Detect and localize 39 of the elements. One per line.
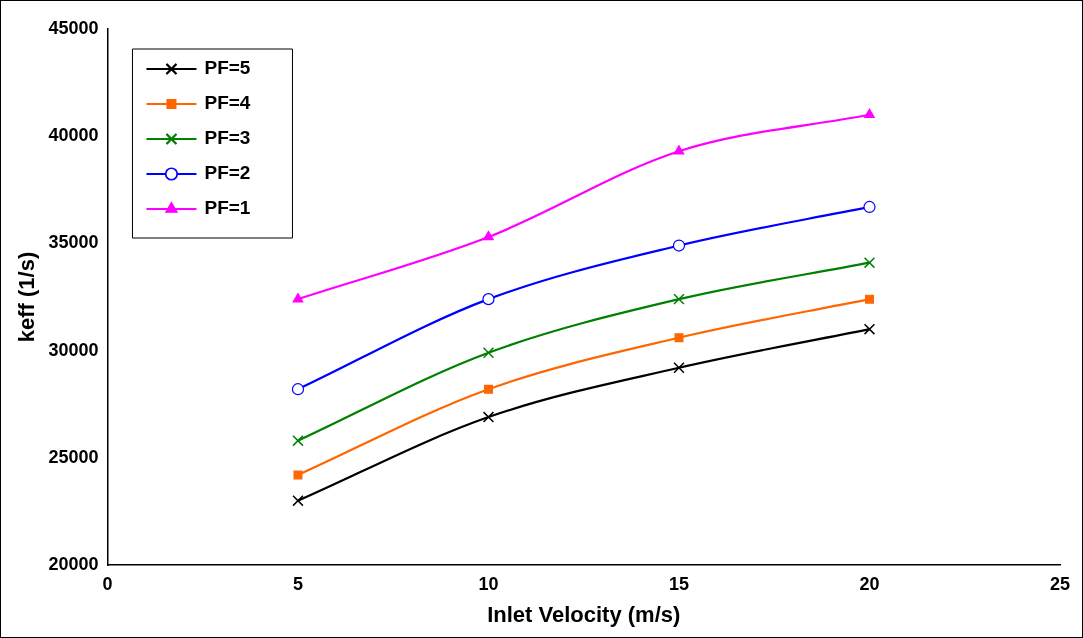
point (482, 293, 495, 306)
point (482, 411, 495, 423)
y-tick-label: 45000 (48, 17, 99, 38)
y-tick-label: 30000 (48, 339, 99, 360)
legend-label: PF=1 (204, 197, 251, 219)
point (673, 145, 685, 155)
point (291, 383, 305, 396)
point (483, 230, 494, 241)
point (672, 239, 686, 252)
point (293, 470, 303, 480)
point (673, 293, 685, 305)
y-tick-label: 25000 (48, 446, 99, 467)
x-tick-label: 25 (1049, 573, 1071, 594)
point (673, 362, 685, 374)
point (482, 347, 495, 359)
point (674, 333, 684, 343)
x-tick-label: 5 (292, 573, 303, 594)
y-tick-label: 35000 (48, 232, 99, 253)
legend-label: PF=4 (204, 92, 251, 114)
x-tick-label: 10 (478, 573, 499, 594)
x-axis-title: Inlet Velocity (m/s) (487, 601, 681, 627)
x-tick-label: 15 (668, 573, 689, 594)
y-axis-title: keff (1/s) (14, 251, 40, 343)
y-tick-label: 40000 (48, 125, 99, 146)
legend-label: PF=5 (204, 57, 251, 79)
point (292, 293, 304, 303)
point (864, 108, 875, 119)
point (292, 494, 304, 507)
x-tick-label: 0 (102, 573, 113, 594)
point (865, 294, 874, 304)
y-tick-label: 20000 (48, 553, 99, 574)
point (292, 434, 304, 447)
legend-label: PF=2 (204, 162, 251, 184)
point (863, 257, 876, 269)
point (863, 200, 876, 214)
point (483, 384, 493, 394)
x-tick-label: 20 (859, 573, 880, 594)
legend-label: PF=3 (204, 127, 251, 149)
point (863, 323, 876, 335)
